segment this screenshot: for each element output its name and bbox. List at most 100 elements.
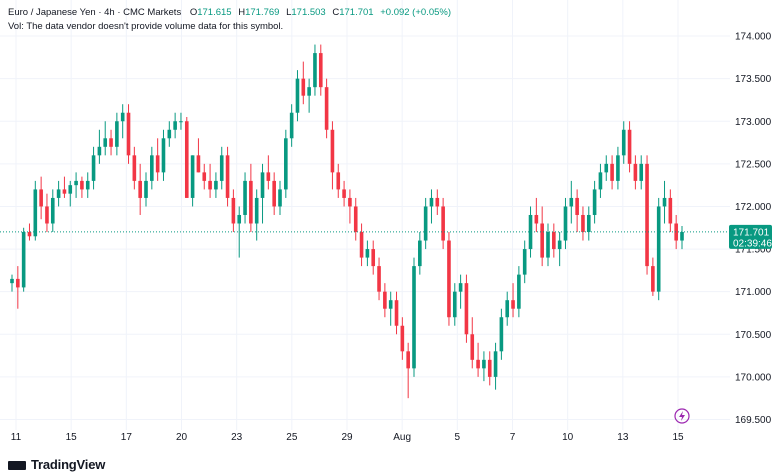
candle — [260, 163, 265, 224]
price-axis[interactable]: 174.000 173.500 173.000 172.500 172.000 171.5… — [735, 32, 772, 426]
candle — [103, 121, 108, 156]
candle-body — [150, 155, 154, 181]
candle-body — [260, 172, 265, 198]
lightning-icon[interactable] — [674, 408, 690, 424]
candle-body — [289, 112, 294, 139]
candle — [388, 291, 393, 326]
candle — [365, 240, 370, 267]
candle — [56, 180, 61, 207]
candle-body — [214, 180, 218, 190]
candle-body — [208, 180, 212, 190]
candle-body — [388, 300, 393, 309]
candle — [208, 163, 212, 198]
candle — [656, 197, 661, 301]
candle-body — [342, 189, 346, 198]
candle — [278, 180, 282, 215]
candle-body — [190, 155, 195, 198]
candle-body — [126, 112, 131, 156]
candle-body — [301, 78, 306, 96]
candle — [144, 172, 148, 207]
time-axis[interactable]: 11 15 17 20 23 25 29 Aug 5 7 10 13 15 — [11, 432, 684, 443]
price-tick-label: 169.500 — [735, 415, 772, 426]
candle — [441, 197, 445, 250]
close-label: C — [332, 7, 340, 18]
candle-body — [27, 232, 32, 237]
candle — [91, 146, 96, 190]
candle — [219, 146, 224, 190]
candle — [452, 283, 457, 326]
candle-body — [161, 138, 166, 173]
candle-body — [482, 359, 486, 369]
close-value: 171.701 — [339, 7, 374, 18]
price-tick-label: 170.000 — [735, 372, 772, 383]
last-price-tag: 171.701 02:39:46 — [729, 224, 772, 249]
candle — [371, 240, 376, 275]
candle-body — [546, 232, 550, 258]
time-tick-label: 5 — [455, 432, 461, 443]
price-tick-label: 174.000 — [735, 32, 772, 43]
candle-body — [336, 172, 341, 190]
candle — [534, 197, 539, 233]
candle — [610, 155, 614, 190]
candle — [528, 206, 533, 258]
candle — [318, 44, 323, 96]
candle-body — [196, 155, 201, 173]
candle-body — [16, 278, 20, 288]
candle-body — [109, 138, 113, 147]
candle — [266, 155, 271, 190]
candle — [214, 172, 218, 198]
candle — [342, 180, 346, 207]
candle — [97, 129, 102, 164]
time-tick-label: 20 — [176, 432, 188, 443]
candle — [359, 223, 364, 267]
candle — [522, 240, 527, 284]
candle — [394, 291, 399, 335]
candle — [237, 206, 242, 258]
candle-body — [633, 163, 638, 181]
candle — [173, 112, 177, 139]
candle-body — [383, 291, 387, 309]
price-tick-label: 171.000 — [735, 287, 772, 298]
candle-body — [91, 155, 96, 181]
tradingview-logo[interactable]: TradingView — [8, 457, 105, 472]
candle — [423, 197, 428, 250]
candle — [313, 44, 317, 96]
candle — [161, 129, 166, 181]
candle-body — [621, 129, 626, 156]
candle-body — [534, 214, 539, 224]
candle — [190, 155, 195, 207]
candle — [126, 104, 131, 164]
candle — [627, 121, 632, 173]
candle-body — [74, 180, 78, 186]
candle-body — [470, 334, 475, 360]
alert-icon-bolt[interactable] — [679, 411, 685, 421]
candle — [120, 104, 125, 139]
candle-body — [423, 206, 428, 241]
candle — [249, 163, 253, 233]
candle-body — [278, 189, 282, 207]
candle-body — [586, 214, 591, 233]
candle — [662, 180, 667, 224]
candle — [272, 172, 276, 215]
candle-body — [441, 206, 445, 241]
candle — [487, 351, 492, 386]
time-tick-label: 10 — [562, 432, 574, 443]
candle — [505, 291, 510, 326]
candle-body — [604, 163, 609, 173]
candle — [557, 232, 562, 267]
alert-icon-circle[interactable] — [674, 408, 690, 424]
price-tag-price: 171.701 — [733, 227, 770, 238]
candle — [21, 227, 26, 292]
candle — [482, 351, 486, 382]
candle-body — [674, 223, 678, 241]
time-tick-label: 11 — [11, 432, 22, 443]
candle-body — [406, 351, 410, 369]
chart-legend: Euro / Japanese Yen · 4h · CMC Markets O… — [8, 6, 451, 34]
symbol-title[interactable]: Euro / Japanese Yen · 4h · CMC Markets — [8, 7, 182, 18]
candle-body — [581, 214, 585, 233]
candle — [243, 172, 247, 224]
candle — [225, 146, 230, 207]
candle — [132, 146, 137, 190]
